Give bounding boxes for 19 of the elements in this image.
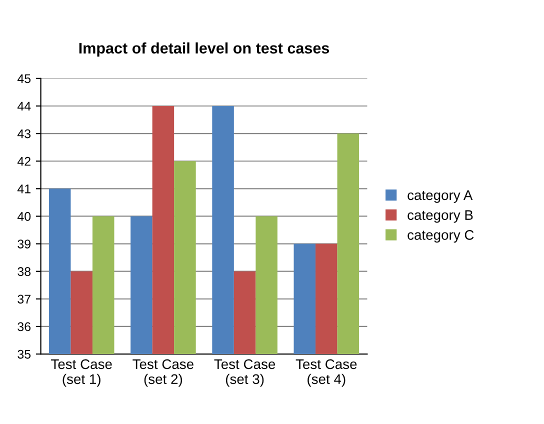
y-tick-label: 42 — [17, 156, 30, 166]
y-tick-label: 39 — [18, 240, 30, 248]
y-tick-label: 38 — [18, 267, 31, 276]
y-tick-label: 37 — [18, 294, 30, 304]
legend-label: category B — [408, 210, 473, 223]
y-tick-label: 45 — [17, 74, 31, 84]
x-tick-label: Test Case (set 3) — [214, 359, 276, 387]
y-tick-label: 36 — [18, 322, 31, 332]
chart-title: Impact of detail level on test cases — [79, 42, 330, 57]
x-tick-label: Test Case (set 2) — [132, 359, 194, 387]
legend-label: category A — [408, 190, 473, 203]
y-tick-label: 44 — [17, 102, 31, 111]
x-tick-label: Test Case (set 1) — [51, 359, 112, 387]
y-tick-label: 35 — [18, 350, 31, 359]
x-tick-label: Test Case (set 4) — [296, 359, 357, 387]
y-tick-label: 43 — [17, 129, 31, 138]
legend-label: category C — [408, 230, 474, 243]
y-tick-label: 40 — [17, 212, 31, 221]
y-tick-label: 41 — [17, 184, 30, 194]
